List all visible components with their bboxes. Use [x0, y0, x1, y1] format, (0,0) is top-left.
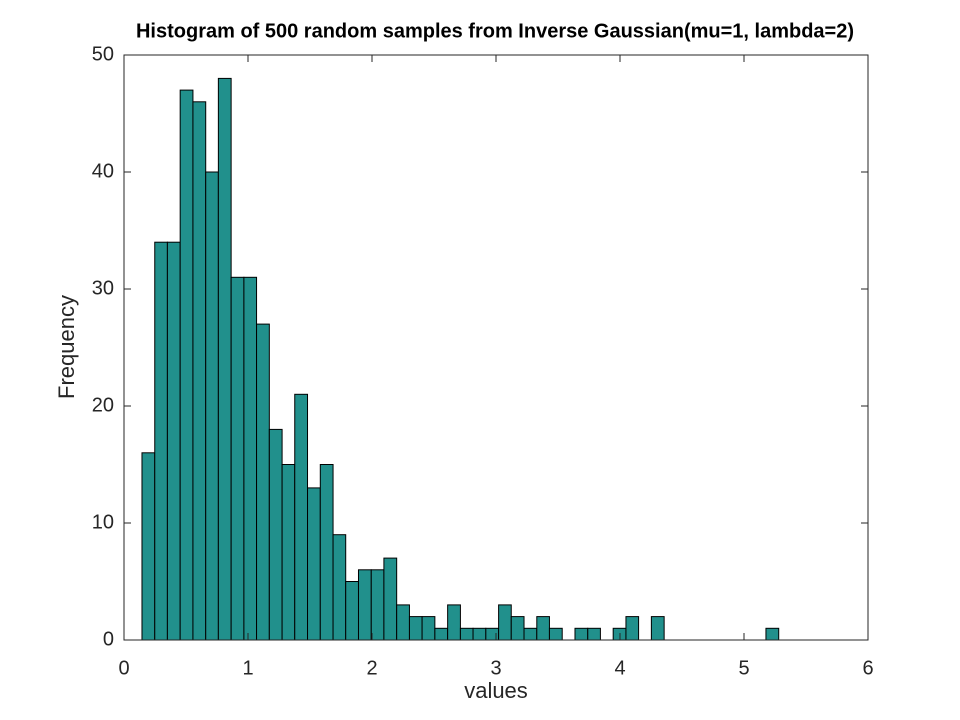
bar [141, 452, 156, 641]
bar [154, 241, 168, 641]
y-tick-label: 50 [92, 43, 114, 65]
bar [281, 464, 296, 641]
bar [587, 627, 601, 641]
y-tick-label: 10 [92, 511, 114, 533]
chart-title: Histogram of 500 random samples from Inv… [136, 20, 854, 42]
bar [179, 89, 194, 641]
x-tick-label: 6 [862, 657, 873, 679]
y-axis-label: Frequency [54, 295, 79, 399]
bar [459, 627, 474, 641]
x-axis-label: values [464, 678, 528, 703]
bar [332, 534, 347, 641]
y-tick-label: 40 [92, 160, 114, 182]
x-tick-label: 3 [490, 657, 501, 679]
bar [217, 77, 232, 641]
bar [523, 627, 538, 641]
bar [765, 627, 780, 641]
bar [472, 627, 487, 641]
bar [243, 276, 258, 641]
x-tick-label: 5 [738, 657, 749, 679]
bar [230, 276, 245, 641]
bar [166, 241, 181, 641]
x-tick-label: 2 [366, 657, 377, 679]
bar [307, 487, 321, 641]
bar [510, 616, 525, 641]
bar [650, 616, 665, 641]
x-tick-label: 4 [614, 657, 625, 679]
bar [383, 557, 398, 641]
bar [625, 616, 640, 641]
bar [485, 627, 500, 641]
bar [548, 627, 563, 641]
bar [396, 604, 410, 641]
bar [421, 616, 436, 641]
bar [536, 616, 550, 641]
y-tick-label: 20 [92, 394, 114, 416]
y-tick-label: 30 [92, 277, 114, 299]
bar [357, 569, 372, 641]
bar [319, 464, 334, 641]
bar [294, 393, 309, 641]
bar [268, 428, 283, 641]
bar [498, 604, 512, 641]
bar [574, 627, 589, 641]
bar [205, 171, 219, 641]
bar [192, 101, 207, 641]
x-tick-label: 1 [242, 657, 253, 679]
bar [256, 323, 270, 641]
bar [434, 627, 449, 641]
bar [370, 569, 385, 641]
bar [408, 616, 423, 641]
x-tick-label: 0 [118, 657, 129, 679]
bar [447, 604, 461, 641]
bar [345, 581, 359, 641]
y-tick-label: 0 [103, 628, 114, 650]
